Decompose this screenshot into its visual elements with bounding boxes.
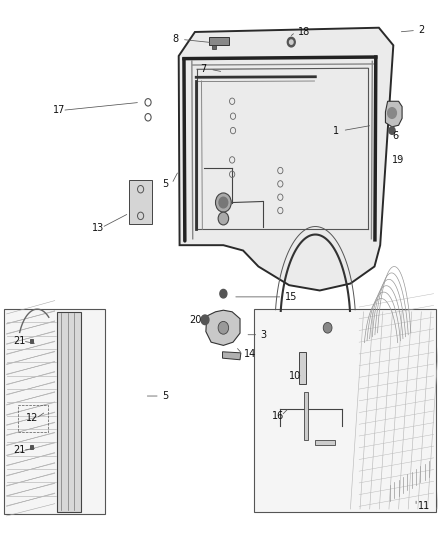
Bar — [254, 309, 436, 512]
Text: 12: 12 — [26, 414, 39, 423]
Text: 1: 1 — [333, 126, 339, 135]
Circle shape — [388, 108, 396, 118]
Bar — [299, 352, 306, 384]
Polygon shape — [179, 28, 393, 290]
Text: 7: 7 — [201, 64, 207, 74]
Circle shape — [218, 212, 229, 225]
Bar — [18, 405, 48, 432]
Bar — [4, 309, 105, 514]
Bar — [30, 339, 33, 343]
Text: 18: 18 — [298, 27, 310, 37]
Bar — [315, 440, 335, 445]
Text: 15: 15 — [285, 292, 297, 302]
Text: 5: 5 — [162, 391, 168, 401]
Polygon shape — [385, 101, 402, 127]
Circle shape — [215, 193, 231, 212]
Circle shape — [220, 289, 227, 298]
Text: 21: 21 — [13, 446, 25, 455]
Circle shape — [290, 40, 293, 44]
Circle shape — [218, 321, 229, 334]
Text: 20: 20 — [189, 315, 201, 325]
Text: 19: 19 — [392, 155, 404, 165]
Circle shape — [287, 37, 295, 47]
Text: 13: 13 — [92, 223, 104, 232]
Polygon shape — [206, 310, 240, 345]
Bar — [57, 312, 81, 512]
Polygon shape — [223, 352, 241, 360]
Circle shape — [219, 197, 228, 208]
Text: 17: 17 — [53, 106, 65, 115]
Bar — [30, 445, 33, 449]
Text: 2: 2 — [418, 26, 424, 35]
Bar — [129, 180, 152, 224]
Text: 21: 21 — [13, 336, 25, 346]
Circle shape — [323, 322, 332, 333]
Circle shape — [389, 127, 395, 134]
Text: 16: 16 — [272, 411, 284, 421]
Bar — [212, 45, 216, 49]
Text: 10: 10 — [289, 371, 301, 381]
Text: 8: 8 — [172, 35, 178, 44]
Text: 6: 6 — [392, 131, 398, 141]
Text: 5: 5 — [162, 179, 168, 189]
Bar — [209, 37, 229, 45]
Text: 3: 3 — [261, 330, 267, 340]
Bar — [304, 392, 308, 440]
Text: 14: 14 — [244, 349, 257, 359]
Circle shape — [201, 315, 209, 325]
Text: 11: 11 — [418, 502, 431, 511]
